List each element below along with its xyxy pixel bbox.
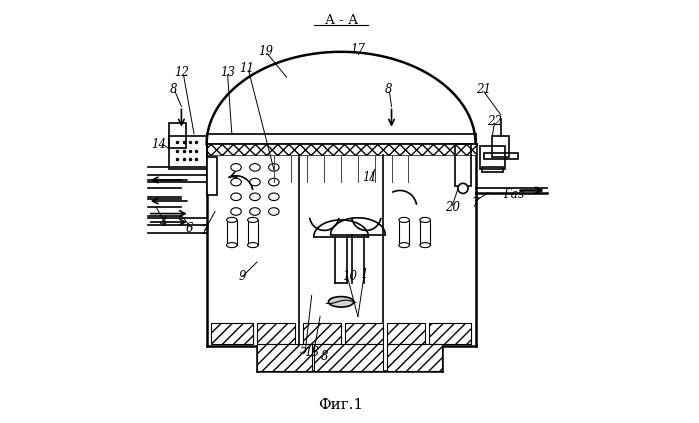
Bar: [484, 153, 517, 159]
Text: 17: 17: [350, 43, 366, 56]
Ellipse shape: [247, 217, 258, 222]
Ellipse shape: [247, 243, 258, 247]
Ellipse shape: [250, 193, 260, 201]
Ellipse shape: [226, 217, 237, 222]
Bar: [345, 323, 383, 344]
Text: 9: 9: [238, 270, 246, 283]
Bar: [314, 344, 383, 371]
Text: 5: 5: [300, 343, 307, 357]
Text: А - А: А - А: [324, 14, 358, 27]
Text: 14: 14: [151, 138, 166, 151]
Bar: [482, 168, 503, 172]
Text: 13: 13: [220, 66, 235, 80]
Text: 19: 19: [258, 45, 273, 58]
Ellipse shape: [250, 208, 260, 215]
Text: Газ: Газ: [503, 188, 524, 201]
Text: 22: 22: [487, 115, 502, 128]
Bar: [257, 344, 312, 371]
Text: 12: 12: [174, 66, 189, 80]
Bar: [207, 157, 217, 195]
Bar: [387, 344, 442, 371]
Text: 11: 11: [362, 171, 377, 184]
Ellipse shape: [231, 208, 241, 215]
Text: 7: 7: [472, 197, 480, 209]
Text: 4: 4: [159, 215, 166, 228]
Text: 10: 10: [342, 270, 357, 283]
Ellipse shape: [226, 243, 237, 247]
Bar: [211, 323, 253, 344]
Text: 8: 8: [384, 83, 392, 96]
Text: 20: 20: [445, 201, 460, 214]
Ellipse shape: [399, 217, 410, 222]
Circle shape: [458, 183, 468, 193]
Ellipse shape: [268, 179, 279, 186]
Text: 1: 1: [361, 268, 368, 281]
Text: Фиг.1: Фиг.1: [319, 398, 363, 412]
Text: 21: 21: [477, 83, 491, 96]
Bar: [454, 144, 471, 186]
Text: 8: 8: [170, 83, 178, 96]
Text: 11: 11: [239, 62, 254, 75]
Bar: [303, 323, 341, 344]
Bar: [168, 123, 186, 148]
Bar: [207, 144, 475, 155]
Ellipse shape: [268, 164, 279, 171]
Ellipse shape: [420, 243, 431, 247]
Bar: [480, 146, 505, 170]
Ellipse shape: [231, 179, 241, 186]
Ellipse shape: [231, 164, 241, 171]
Ellipse shape: [250, 164, 260, 171]
Bar: [257, 323, 295, 344]
Ellipse shape: [250, 179, 260, 186]
Ellipse shape: [329, 297, 354, 307]
Text: 6: 6: [186, 222, 194, 235]
Ellipse shape: [420, 217, 431, 222]
Ellipse shape: [231, 193, 241, 201]
Ellipse shape: [268, 193, 279, 201]
Bar: [168, 136, 207, 170]
Bar: [387, 323, 425, 344]
Text: 8: 8: [321, 350, 328, 363]
Ellipse shape: [399, 243, 410, 247]
Bar: [429, 323, 471, 344]
Text: 18: 18: [304, 346, 319, 359]
Text: 2: 2: [201, 224, 208, 237]
Bar: [492, 136, 509, 157]
Ellipse shape: [268, 208, 279, 215]
